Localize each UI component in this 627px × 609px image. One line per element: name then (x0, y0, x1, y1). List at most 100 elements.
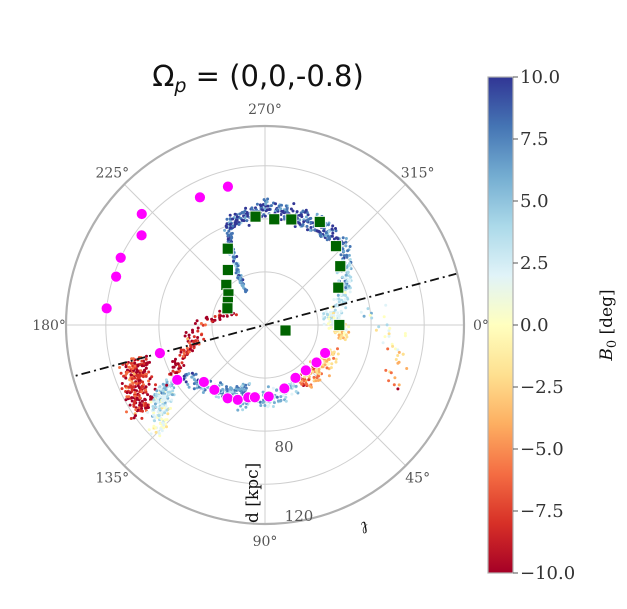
stream-point (362, 314, 366, 318)
stream-point (313, 228, 317, 232)
colorbar-tick-label: −7.5 (520, 501, 564, 522)
angle-tick-135: 135° (95, 471, 129, 487)
stream-point (140, 364, 144, 368)
stream-point (229, 226, 233, 230)
stream-point (302, 220, 306, 224)
stream-point (315, 229, 319, 233)
stream-point (130, 377, 134, 381)
stream-point (143, 397, 147, 401)
magenta-markers-point (231, 393, 244, 406)
stream-point (124, 398, 128, 402)
stream-point (342, 249, 346, 253)
stream-point (331, 231, 335, 235)
stream-point (226, 234, 230, 238)
stream-point (261, 203, 265, 206)
stream-point (344, 244, 348, 248)
stream-point (317, 367, 321, 371)
stream-point (140, 416, 144, 420)
stream-point (218, 318, 222, 321)
green-squares-point (221, 242, 234, 255)
stream-point (340, 298, 344, 302)
stream-point (401, 352, 405, 356)
angle-tick-0: 0° (473, 318, 489, 334)
stream-point (156, 399, 160, 403)
stream-point (149, 395, 152, 399)
colorbar-tick-label: 5.0 (520, 191, 549, 212)
stream-point (138, 390, 142, 394)
stream-point (377, 325, 381, 329)
stream-point (166, 390, 170, 394)
stream-point (235, 385, 239, 388)
stream-point (219, 314, 223, 318)
stream-point (324, 231, 328, 235)
stream-point (345, 255, 349, 259)
stream-point (224, 224, 228, 228)
stream-point (138, 401, 142, 405)
stream-point (293, 225, 297, 228)
stream-point (229, 222, 232, 226)
stream-point (225, 314, 229, 318)
green-squares-point (333, 319, 346, 331)
stream-point (325, 238, 329, 242)
colorbar-tick-label: −2.5 (520, 377, 564, 398)
stream-point (138, 396, 142, 400)
stream-point (196, 326, 200, 330)
stream-point (221, 387, 225, 391)
stream-point (337, 300, 341, 304)
stream-point (158, 407, 162, 411)
magenta-markers-point (299, 364, 312, 377)
stream-point (147, 382, 151, 386)
magenta-markers-point (248, 391, 261, 404)
stream-point (387, 332, 391, 336)
stream-point (326, 223, 330, 227)
stream-point (326, 313, 330, 317)
stream-point (339, 309, 343, 313)
stream-point (269, 204, 273, 208)
stream-point (261, 400, 265, 404)
stream-point (149, 432, 153, 436)
stream-point (331, 224, 335, 228)
stream-point (238, 212, 242, 216)
stream-point (162, 423, 166, 427)
stream-point (344, 273, 348, 277)
stream-point (325, 366, 329, 370)
magenta-markers-point (289, 371, 302, 384)
stream-point (181, 354, 185, 358)
green-squares-point (285, 213, 298, 226)
stream-point (161, 388, 165, 392)
stream-point (140, 390, 144, 394)
stream-point (137, 393, 141, 397)
stream-point (349, 267, 353, 271)
stream-point (271, 386, 275, 390)
stream-point (347, 267, 351, 271)
angle-tick-90: 90° (253, 534, 278, 550)
stream-point (214, 395, 218, 399)
green-squares-point (268, 213, 281, 226)
green-squares-point (222, 264, 234, 276)
stream-point (258, 400, 262, 404)
stream-point (332, 316, 336, 320)
stream-point (184, 380, 188, 384)
stream-point (120, 382, 124, 385)
stream-point (178, 369, 182, 373)
stream-point (230, 390, 234, 394)
stream-point (118, 366, 122, 369)
stream-point (140, 399, 144, 403)
stream-point (385, 323, 389, 327)
stream-point (348, 258, 352, 261)
stream-point (201, 391, 205, 394)
stream-point (322, 227, 326, 231)
angle-tick-45: 45° (405, 471, 430, 487)
stream-point (127, 385, 131, 389)
stream-point (146, 410, 150, 414)
stream-point (219, 381, 222, 385)
stream-point (337, 333, 341, 337)
stream-point (152, 411, 156, 415)
stream-point (336, 314, 339, 318)
stream-point (324, 310, 328, 313)
stream-point (140, 384, 144, 388)
stream-point (160, 404, 164, 408)
stream-point (171, 389, 175, 393)
stream-point (349, 275, 353, 279)
stream-point (300, 382, 304, 386)
